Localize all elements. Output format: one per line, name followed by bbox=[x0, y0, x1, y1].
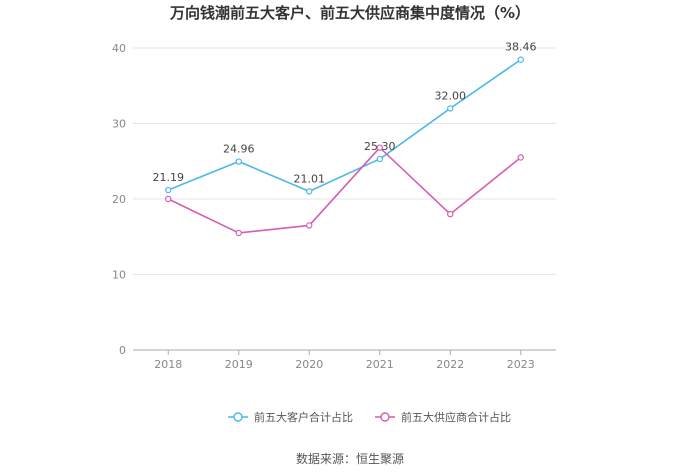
data-source: 数据来源：恒生聚源 bbox=[295, 452, 404, 466]
data-label: 32.00 bbox=[435, 89, 467, 102]
data-point[interactable] bbox=[517, 56, 524, 63]
data-point[interactable] bbox=[447, 105, 454, 112]
data-label: 24.96 bbox=[223, 143, 255, 156]
legend-label: 前五大供应商合计占比 bbox=[401, 410, 511, 424]
legend-item-2[interactable]: 前五大供应商合计占比 bbox=[375, 410, 511, 424]
data-point[interactable] bbox=[376, 144, 383, 151]
y-tick-label: 10 bbox=[112, 269, 126, 282]
y-tick-label: 40 bbox=[112, 42, 126, 55]
x-tick-label: 2018 bbox=[154, 358, 182, 371]
y-tick-label: 20 bbox=[112, 193, 126, 206]
data-label: 38.46 bbox=[505, 41, 537, 54]
x-tick-label: 2021 bbox=[366, 358, 394, 371]
data-label: 21.19 bbox=[153, 171, 185, 184]
legend-item-1[interactable]: 前五大客户合计占比 bbox=[228, 410, 353, 424]
legend-marker-icon bbox=[380, 412, 390, 422]
series-line-1 bbox=[167, 58, 522, 193]
x-tick-label: 2019 bbox=[225, 358, 253, 371]
x-tick-label: 2022 bbox=[436, 358, 464, 371]
data-point[interactable] bbox=[306, 222, 313, 229]
data-point[interactable] bbox=[165, 195, 172, 203]
x-tick-label: 2023 bbox=[507, 358, 535, 371]
data-point[interactable] bbox=[306, 188, 313, 195]
y-tick-label: 0 bbox=[119, 344, 126, 357]
y-tick-label: 30 bbox=[112, 118, 126, 131]
x-axis: 2018 2019 2020 2021 2022 2023 bbox=[133, 349, 556, 371]
data-point[interactable] bbox=[517, 154, 524, 161]
data-point[interactable] bbox=[165, 186, 172, 194]
data-point[interactable] bbox=[447, 210, 454, 218]
x-tick-label: 2020 bbox=[295, 358, 323, 371]
series-line-2 bbox=[167, 146, 522, 234]
chart-title: 万向钱潮前五大客户、前五大供应商集中度情况（%） bbox=[169, 4, 531, 22]
legend-label: 前五大客户合计占比 bbox=[254, 410, 353, 424]
data-point[interactable] bbox=[376, 155, 383, 163]
data-label: 21.01 bbox=[294, 172, 326, 185]
gridlines bbox=[133, 47, 556, 275]
legend[interactable]: 前五大客户合计占比 前五大供应商合计占比 bbox=[228, 410, 511, 424]
data-point[interactable] bbox=[235, 229, 242, 237]
y-axis: 0 10 20 30 40 bbox=[112, 42, 126, 357]
data-point[interactable] bbox=[235, 158, 242, 165]
legend-marker-icon bbox=[233, 412, 243, 422]
